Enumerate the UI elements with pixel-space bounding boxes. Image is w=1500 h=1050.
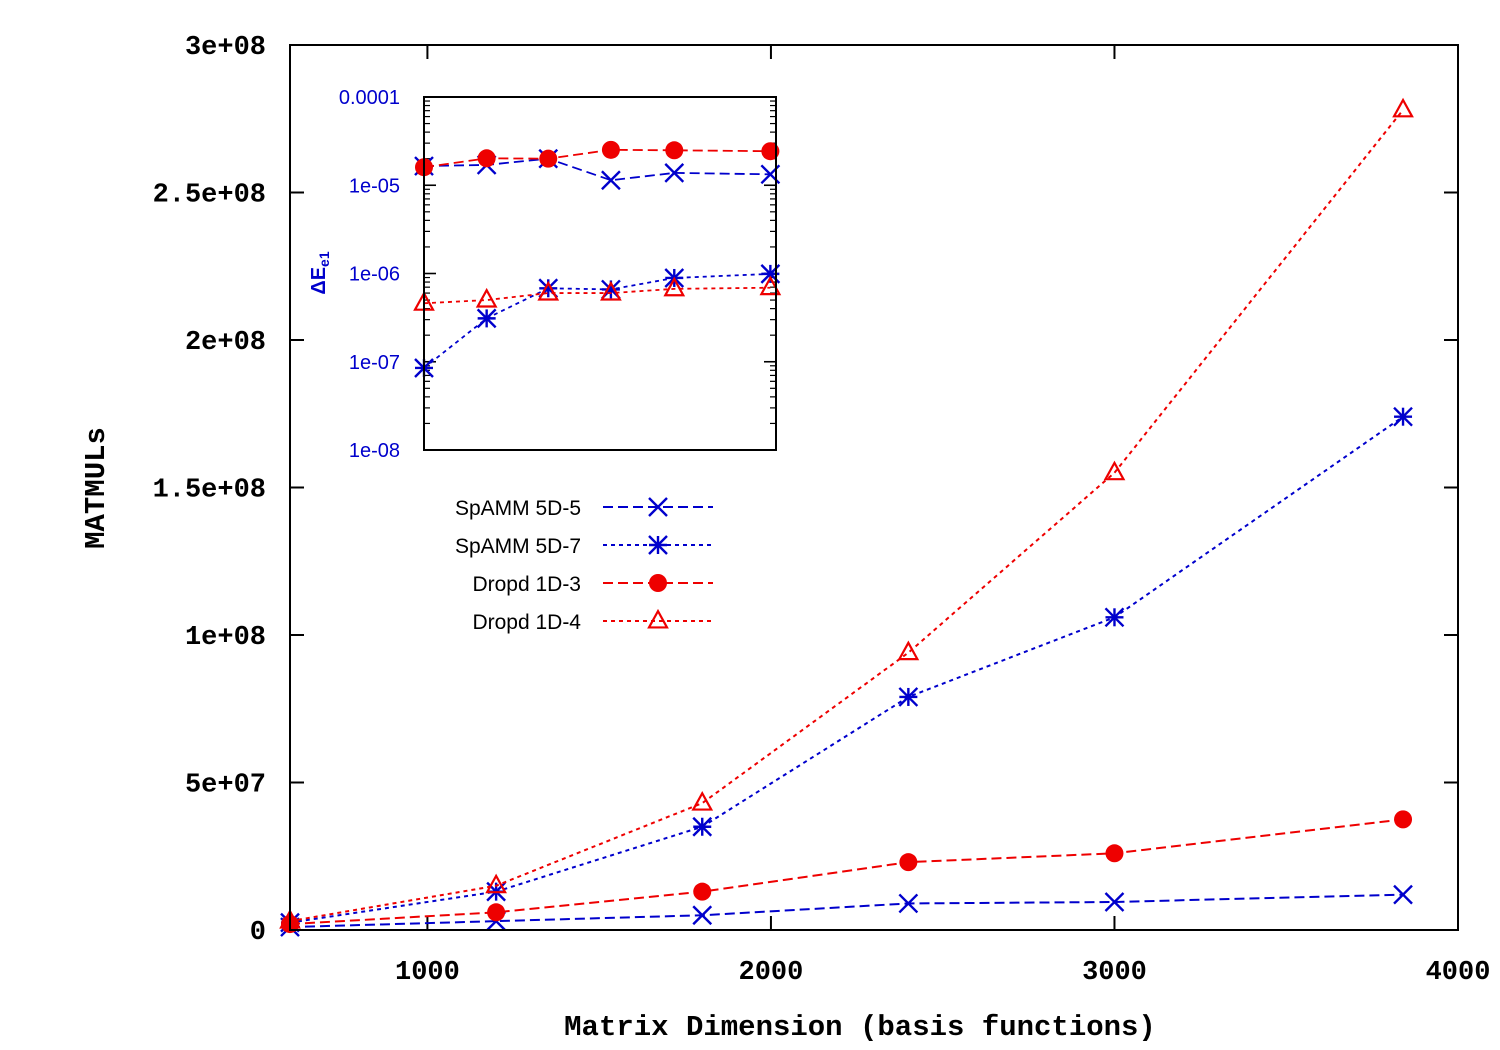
data-point (1393, 406, 1413, 427)
data-point (691, 790, 714, 811)
legend-marker (648, 535, 668, 555)
inset-series-dropd-1d-4 (413, 275, 782, 311)
inset-y-tick-label: 1e-07 (349, 352, 400, 374)
legend-item: SpAMM 5D-5 (455, 497, 713, 520)
data-point (485, 873, 507, 894)
inset-data-point (601, 140, 620, 159)
inset-series-line (423, 272, 771, 369)
data-point (1103, 460, 1126, 481)
data-point (898, 893, 919, 914)
inset-series-line (423, 157, 771, 182)
inset-y-tick-label: 1e-08 (349, 440, 400, 462)
inset-data-point (759, 275, 782, 296)
data-point (1393, 884, 1413, 905)
legend-item: SpAMM 5D-7 (455, 535, 713, 558)
y-tick-label: 1.5e+08 (153, 476, 266, 506)
legend-item: Dropd 1D-4 (472, 608, 713, 634)
y-tick-label: 3e+08 (185, 33, 266, 63)
data-point (1104, 607, 1125, 628)
data-point (898, 687, 919, 707)
legend-label: SpAMM 5D-7 (455, 535, 581, 558)
y-tick-label: 5e+07 (185, 771, 266, 801)
y-tick-label: 1e+08 (185, 623, 266, 653)
inset-data-point (539, 149, 558, 168)
inset-data-point (601, 170, 621, 191)
inset-series-dropd-1d-3 (415, 140, 780, 177)
legend-marker (647, 608, 669, 629)
main-tick-labels: 1000 2000 3000 4000 0 5e+07 1e+08 1.5e+08 2e+08 2… (153, 33, 1491, 988)
series-dropd-1d-3 (281, 810, 1413, 934)
inset-data-point (475, 287, 498, 308)
inset-y-tick-label: 1e-06 (349, 264, 400, 286)
inset-series-layer (413, 140, 782, 378)
inset-series-line (423, 148, 771, 169)
inset-data-point (665, 141, 684, 160)
inset-plot-frame (423, 96, 777, 451)
y-axis-label: MATMULs (80, 427, 113, 549)
inset-data-point (600, 280, 622, 301)
series-line (289, 415, 1404, 924)
inset-series-line (423, 286, 771, 305)
x-tick-label: 3000 (1082, 958, 1147, 988)
data-point (897, 640, 920, 661)
inset-y-axis-label: ΔEe1 (308, 251, 332, 295)
data-point (692, 816, 713, 837)
series-line (289, 893, 1404, 929)
data-point (693, 882, 712, 901)
legend-label: Dropd 1D-4 (472, 611, 581, 634)
inset-data-point (537, 280, 560, 301)
series-line (289, 818, 1404, 926)
legend-label: SpAMM 5D-5 (455, 497, 581, 520)
inset-data-point (663, 276, 686, 297)
data-point (1392, 97, 1414, 118)
x-tick-label: 1000 (395, 958, 460, 988)
inset-tick-labels: 0.0001 1e-05 1e-06 1e-07 1e-08 (339, 87, 400, 462)
y-tick-label: 2e+08 (185, 328, 266, 358)
inset-data-point (476, 308, 497, 329)
x-tick-label: 2000 (739, 958, 804, 988)
legend-marker (648, 497, 668, 517)
legend: SpAMM 5D-5 SpAMM 5D-7 Dropd 1D-3 Dropd 1D-4 (455, 497, 713, 634)
inset-chart: 0.0001 1e-05 1e-06 1e-07 1e-08 ΔEe1 (308, 87, 782, 462)
y-tick-label: 2.5e+08 (153, 181, 266, 211)
inset-data-point (761, 142, 780, 161)
inset-data-point (664, 163, 685, 183)
y-tick-label: 0 (250, 918, 266, 948)
inset-data-point (477, 149, 496, 168)
data-point (899, 853, 918, 872)
data-point (487, 903, 506, 922)
data-point (692, 905, 713, 926)
data-point (1105, 844, 1124, 863)
inset-y-tick-label: 1e-05 (349, 175, 400, 197)
legend-marker (649, 574, 667, 592)
legend-item: Dropd 1D-3 (472, 573, 713, 596)
series-spamm-5d-7 (280, 406, 1413, 933)
inset-y-tick-label: 0.0001 (339, 87, 400, 109)
data-point (1104, 892, 1125, 912)
x-tick-label: 4000 (1426, 958, 1491, 988)
x-axis-label: Matrix Dimension (basis functions) (564, 1011, 1156, 1044)
legend-label: Dropd 1D-3 (472, 573, 581, 596)
data-point (1394, 810, 1413, 829)
main-plot-frame (289, 44, 1459, 931)
